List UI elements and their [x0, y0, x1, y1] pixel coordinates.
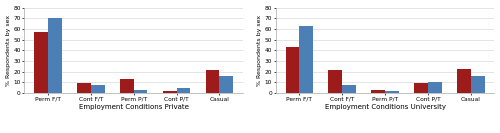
Y-axis label: % Respondents by sex: % Respondents by sex: [257, 15, 262, 86]
Bar: [120, 79, 134, 93]
Bar: [77, 84, 91, 93]
Bar: [385, 91, 399, 93]
X-axis label: Employment Conditions Private: Employment Conditions Private: [78, 104, 188, 110]
Bar: [163, 91, 176, 93]
X-axis label: Employment Conditions University: Employment Conditions University: [324, 104, 446, 110]
Bar: [91, 85, 104, 93]
Bar: [328, 70, 342, 93]
Bar: [372, 90, 385, 93]
Bar: [428, 82, 442, 93]
Bar: [342, 85, 356, 93]
Bar: [220, 76, 233, 93]
Bar: [34, 32, 48, 93]
Y-axis label: % Respondents by sex: % Respondents by sex: [6, 15, 10, 86]
Bar: [134, 90, 147, 93]
Bar: [48, 18, 62, 93]
Bar: [176, 88, 190, 93]
Bar: [300, 26, 313, 93]
Bar: [471, 76, 484, 93]
Bar: [457, 68, 471, 93]
Bar: [206, 70, 220, 93]
Bar: [414, 84, 428, 93]
Bar: [286, 47, 300, 93]
